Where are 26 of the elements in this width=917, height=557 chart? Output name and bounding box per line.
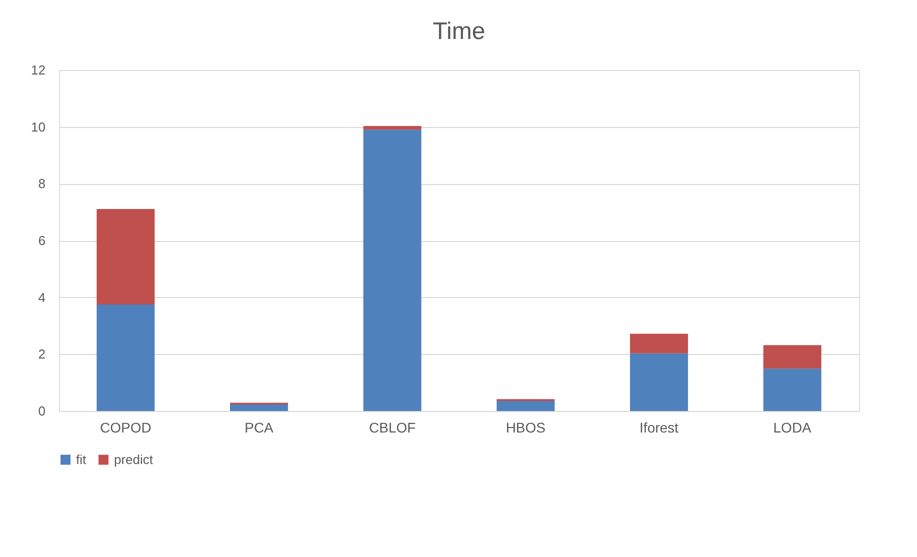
chart-title: Time [432, 18, 486, 45]
y-tick-label: 6 [38, 233, 46, 248]
bar [363, 130, 422, 411]
bar [96, 304, 155, 411]
x-tick-label: LODA [773, 420, 812, 436]
y-tick-label: 8 [38, 176, 46, 192]
x-tick-label: CBLOF [368, 420, 416, 436]
y-tick-label: 10 [31, 119, 46, 134]
x-tick-label: COPOD [100, 420, 152, 436]
bar [630, 334, 688, 354]
bar [496, 401, 555, 411]
y-tick-label: 12 [31, 62, 46, 78]
legend-label: predict [114, 452, 154, 467]
x-tick-label: PCA [244, 420, 274, 436]
y-tick-label: 2 [38, 346, 46, 362]
bar [763, 345, 822, 369]
bar [96, 208, 155, 304]
bar [763, 368, 822, 411]
legend-label: fit [76, 452, 86, 467]
x-tick-label: HBOS [506, 420, 546, 436]
bar [363, 126, 422, 130]
y-tick-label: 0 [38, 404, 46, 418]
x-tick-label: Iforest [640, 420, 679, 436]
y-tick-label: 4 [38, 290, 46, 305]
bar [630, 353, 688, 411]
bar [230, 404, 288, 411]
